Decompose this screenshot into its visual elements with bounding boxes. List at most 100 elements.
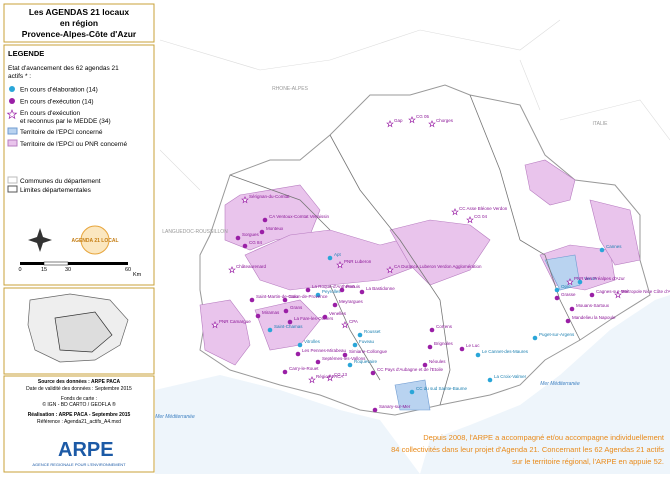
place-marker [475,352,481,358]
source-line: Référence : Agenda21_actifs_A4.mxd [37,419,121,425]
place-label: Saint-Chamas [274,324,303,329]
legend-box [3,44,155,286]
place-label: CG 04 [474,214,488,219]
place-label: Venelles [329,311,347,316]
source-line: Réalisation : ARPE PACA - Septembre 2015 [28,412,131,418]
place-label: Roquevaire [354,359,378,364]
place-label: Saint-Martin-de-Crau [256,294,299,299]
place-marker [339,287,345,293]
inset-region [54,311,113,353]
scale-bar [68,262,128,265]
place-marker [565,318,571,324]
place-label: CG 84 [249,240,263,245]
place-marker [249,297,255,303]
region-label: LANGUEDOC-ROUSSILLON [162,229,228,235]
legend-symbol [7,176,18,184]
place-label: Sorgues [242,232,260,237]
scale-label: 15 [41,267,47,273]
arpe-logo: ARPE [58,439,114,461]
agenda-logo [80,225,110,255]
place-marker [554,287,560,293]
place-marker [282,369,288,375]
place-label: Le Luc [466,343,480,348]
department-limits [229,94,581,406]
place-marker [241,195,249,204]
place-marker [282,297,288,303]
place-marker [554,295,560,301]
place-label: Peyrolles [322,289,341,294]
place-marker [305,287,311,293]
footnote-line: sur le territoire régional, l'ARPE en ap… [512,457,664,466]
region-label: ITALIE [593,121,609,127]
place-marker [211,320,219,329]
title-box [3,3,155,43]
place-marker [359,289,365,295]
legend-symbol [7,127,18,135]
place-marker [409,389,415,395]
place-marker [315,359,321,365]
legend-label: En cours d'exécution [20,110,81,117]
scale-label: 60 [125,267,131,273]
legend-subtitle: actifs * : [8,73,31,80]
place-label: Mouans-Sartoux [576,303,610,308]
place-label: PNR des Préalpes d'Azur [574,276,625,281]
scale-bar [43,261,69,266]
place-label: Métropole Nice Côte d'Azur [622,289,670,294]
title: en région [60,18,98,28]
place-marker [255,313,261,319]
legend-heading: LEGENDE [8,49,44,58]
place-label: Grans [290,305,303,310]
title: Les AGENDAS 21 locaux [29,7,130,17]
place-label: Puget-sur-Argens [539,332,575,337]
place-label: PNR Camargue [219,319,251,324]
place-label: Gap [394,118,403,123]
place-marker [357,332,363,338]
sources-box [3,375,155,473]
region-label: Mer Méditerranée [155,414,195,420]
legend-label: Limites départementales [20,187,92,194]
source-line: Date de validité des données : Septembre… [26,386,132,392]
scale-unit: Km [133,272,142,278]
legend-symbol [7,139,18,147]
place-marker [487,377,493,383]
place-label: Sanary-sur-Mer [379,404,411,409]
place-marker [451,207,459,216]
communes [159,19,670,191]
region-label: Mer Méditerranée [540,381,580,387]
place-marker [332,302,338,308]
place-label: Grasse [561,292,576,297]
place-label: Sérignan-du-Comtat [249,194,290,199]
place-label: Fuveau [359,339,375,344]
place-marker [315,292,321,298]
place-label: Carry-le-Rouet [289,366,319,371]
place-label: CG 05 [416,114,430,119]
region-label: RHONE-ALPES [272,86,309,92]
legend-label: Communes du département [20,178,101,185]
place-label: PNR Luberon [344,259,372,264]
legend-symbol [6,109,18,120]
place-marker [422,362,428,368]
footnote: Depuis 2008, l'ARPE a accompagné et/ou a… [391,433,665,466]
legend-subtitle: Etat d'avancement des 62 agendas 21 [8,65,119,72]
place-marker [283,308,289,314]
region-labels: RHONE-ALPES ITALIE LANGUEDOC-ROUSSILLON Mer… [155,86,608,420]
legend-label: Territoire de l'EPCI concerné [20,129,103,136]
place-marker [370,370,376,376]
place-label: Septèmes-les-Vallons [322,356,366,361]
place-label: Région PACA [316,374,343,379]
legend-symbol [9,98,15,104]
place-label: CPA [349,319,358,324]
place-label: CG 13 [334,372,348,377]
place-marker [262,217,268,223]
north-arrow [28,228,52,252]
place-marker [599,247,605,253]
place-marker [228,265,236,274]
place-label: CA Ventoux-Comtat Venaissin [269,214,330,219]
place-marker [386,265,394,274]
footnote-line: 84 collectivités dans leur projet d'Agen… [391,445,664,454]
place-label: CA Durance Luberon Verdon Agglomération [394,264,482,269]
place-label: Brignoles [434,341,454,346]
place-marker [589,292,595,298]
